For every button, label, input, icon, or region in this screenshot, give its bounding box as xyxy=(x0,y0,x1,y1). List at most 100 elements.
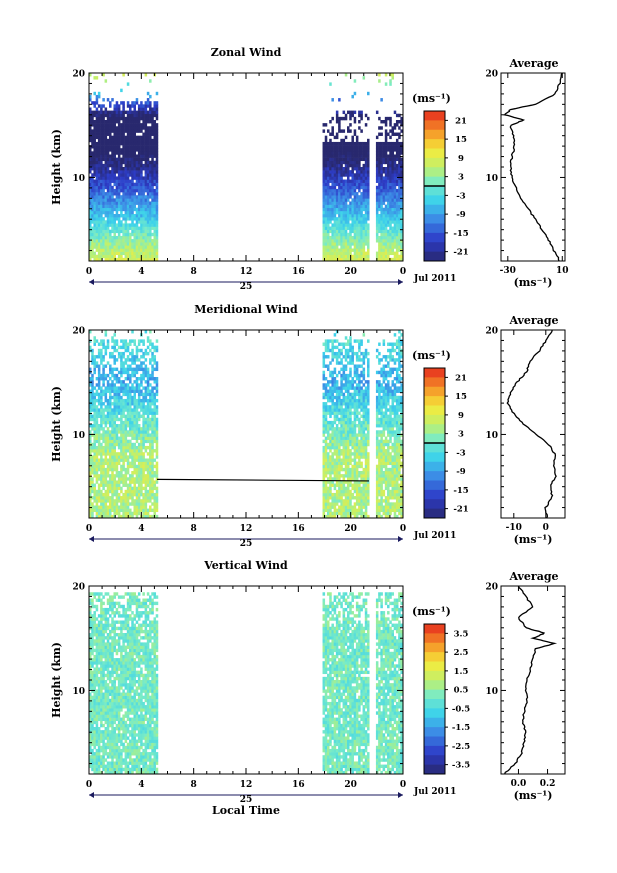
heatmap-cell xyxy=(144,173,148,177)
heatmap-cell xyxy=(324,458,328,462)
heatmap-cell xyxy=(400,120,403,124)
heatmap-cell xyxy=(149,361,152,365)
heatmap-cell xyxy=(326,486,330,491)
heatmap-cell xyxy=(144,204,148,209)
heatmap-cell xyxy=(124,445,128,450)
heatmap-cell xyxy=(129,217,132,221)
heatmap-cell xyxy=(97,210,101,215)
heatmap-cell xyxy=(124,502,128,506)
heatmap-cell xyxy=(149,339,152,343)
heatmap-cell xyxy=(342,420,346,425)
heatmap-cell xyxy=(358,220,361,224)
heatmap-cell xyxy=(120,445,123,450)
heatmap-cell xyxy=(122,132,125,136)
heatmap-cell xyxy=(95,120,99,124)
heatmap-cell xyxy=(400,223,403,227)
heatmap-cell xyxy=(146,383,150,387)
heatmap-cell xyxy=(153,505,157,509)
heatmap-cell xyxy=(104,182,108,187)
heatmap-cell xyxy=(398,201,401,205)
heatmap-cell xyxy=(358,257,361,262)
heatmap-cell xyxy=(111,464,114,469)
heatmap-cell xyxy=(95,167,99,171)
heatmap-cell xyxy=(124,141,128,146)
heatmap-cell xyxy=(91,251,94,256)
heatmap-cell xyxy=(364,163,368,168)
heatmap-cell xyxy=(115,430,119,434)
heatmap-cell xyxy=(109,110,112,115)
heatmap-cell xyxy=(338,483,341,487)
heatmap-cell xyxy=(347,442,350,447)
heatmap-cell xyxy=(115,467,119,472)
heatmap-cell xyxy=(153,113,157,118)
heatmap-cell xyxy=(129,377,132,381)
heatmap-cell xyxy=(113,245,116,249)
heatmap-cell xyxy=(358,176,361,180)
heatmap-cell xyxy=(135,157,139,162)
heatmap-cell xyxy=(155,229,159,234)
heatmap-cell xyxy=(104,173,108,177)
heatmap-cell xyxy=(353,132,357,136)
heatmap-cell xyxy=(111,141,114,146)
heatmap-cell xyxy=(144,220,148,224)
heatmap-cell xyxy=(102,182,105,187)
heatmap-cell xyxy=(95,257,99,262)
heatmap-cell xyxy=(131,424,134,428)
heatmap-cell xyxy=(104,198,108,202)
heatmap-cell xyxy=(382,195,386,199)
heatmap-cell xyxy=(155,486,159,491)
heatmap-cell xyxy=(124,129,128,133)
heatmap-cell xyxy=(342,364,346,368)
heatmap-cell xyxy=(329,502,332,506)
heatmap-cell xyxy=(353,185,357,190)
heatmap-cell xyxy=(155,232,159,237)
heatmap-cell xyxy=(104,414,108,419)
heatmap-cell xyxy=(393,185,397,190)
heatmap-cell xyxy=(142,439,145,444)
heatmap-cell xyxy=(342,229,346,234)
heatmap-cell xyxy=(122,502,125,506)
heatmap-cell xyxy=(322,358,326,362)
heatmap-cell xyxy=(340,157,343,162)
heatmap-cell xyxy=(342,386,346,390)
heatmap-cell xyxy=(331,424,334,428)
heatmap-cell xyxy=(340,163,343,168)
heatmap-cell xyxy=(360,113,363,118)
heatmap-cell xyxy=(100,170,103,174)
heatmap-cell xyxy=(106,145,110,149)
heatmap-cell xyxy=(151,373,154,378)
heatmap-cell xyxy=(106,98,110,102)
heatmap-cell xyxy=(378,257,381,262)
heatmap-cell xyxy=(142,110,145,115)
heatmap-cell xyxy=(106,179,110,183)
heatmap-cell xyxy=(131,370,134,375)
heatmap-cell xyxy=(333,370,337,375)
heatmap-cell xyxy=(322,449,326,453)
heatmap-cell xyxy=(97,192,101,196)
heatmap-cell xyxy=(111,417,114,422)
heatmap-cell xyxy=(142,217,145,221)
heatmap-cell xyxy=(389,192,392,196)
heatmap-cell xyxy=(382,185,386,190)
heatmap-cell xyxy=(367,160,370,165)
heatmap-cell xyxy=(97,185,101,190)
heatmap-cell xyxy=(95,424,99,428)
heatmap-cell xyxy=(129,226,132,230)
heatmap-cell xyxy=(140,408,143,412)
heatmap-cell xyxy=(100,442,103,447)
heatmap-cell xyxy=(102,392,105,397)
heatmap-cell xyxy=(335,179,339,183)
heatmap-cell xyxy=(106,239,110,243)
heatmap-cell xyxy=(353,182,357,187)
heatmap-cell xyxy=(333,502,337,506)
heatmap-cell xyxy=(353,129,357,133)
heatmap-cell xyxy=(324,242,328,246)
heatmap-cell xyxy=(109,445,112,450)
heatmap-cell xyxy=(93,445,96,450)
heatmap-cell xyxy=(104,120,108,124)
heatmap-cell xyxy=(153,439,157,444)
heatmap-cell xyxy=(106,474,110,478)
heatmap-cell xyxy=(149,499,152,503)
heatmap-cell xyxy=(338,141,341,146)
heatmap-cell xyxy=(355,163,359,168)
